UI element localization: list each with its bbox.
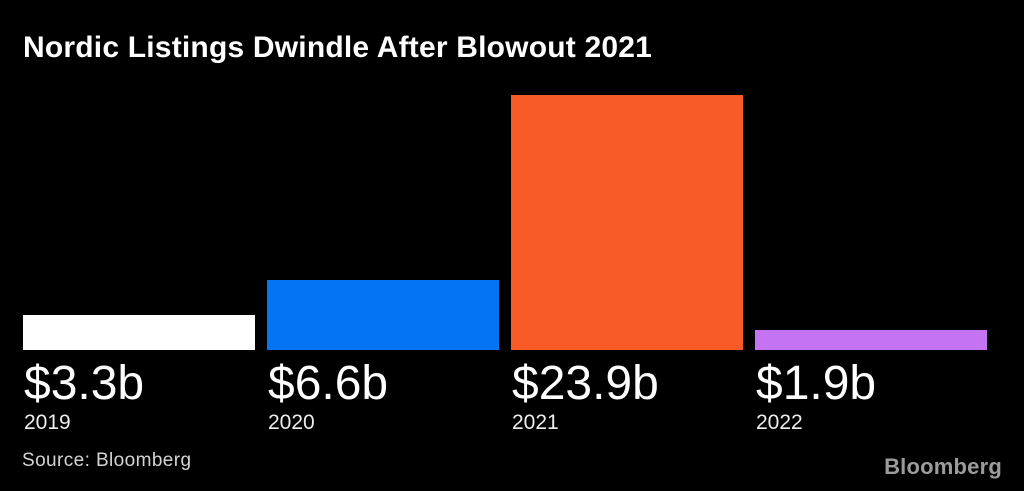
bar-2022 — [755, 330, 987, 350]
bar-label-2021: $23.9b 2021 — [512, 358, 659, 435]
chart-title: Nordic Listings Dwindle After Blowout 20… — [23, 31, 653, 64]
year-label: 2021 — [512, 411, 559, 434]
year-label: 2020 — [268, 411, 315, 434]
bar-2021 — [511, 95, 743, 350]
bloomberg-logo: Bloomberg — [884, 454, 1002, 479]
value-label: $1.9b — [756, 357, 877, 410]
bar-label-2019: $3.3b 2019 — [24, 358, 144, 435]
year-label: 2019 — [24, 411, 71, 434]
value-label: $6.6b — [268, 357, 389, 410]
bar-label-2022: $1.9b 2022 — [756, 358, 876, 435]
year-label: 2022 — [756, 411, 803, 434]
bar-label-2020: $6.6b 2020 — [268, 358, 388, 435]
value-label: $23.9b — [512, 357, 659, 410]
bar-2020 — [267, 280, 499, 350]
source-note: Source: Bloomberg — [22, 450, 192, 471]
value-label: $3.3b — [24, 357, 145, 410]
bar-2019 — [23, 315, 255, 350]
